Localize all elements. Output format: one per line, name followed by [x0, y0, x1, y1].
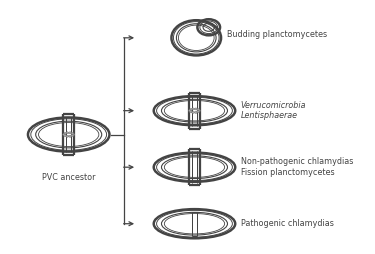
- Circle shape: [198, 110, 201, 112]
- Circle shape: [189, 110, 191, 112]
- Text: Pathogenic chlamydias: Pathogenic chlamydias: [240, 219, 333, 228]
- Circle shape: [197, 109, 200, 111]
- Circle shape: [195, 111, 197, 113]
- Text: Non-pathogenic chlamydias
Fission planctomycetes: Non-pathogenic chlamydias Fission planct…: [240, 157, 353, 177]
- Circle shape: [72, 134, 75, 136]
- Circle shape: [63, 135, 66, 137]
- Text: Verrucomicrobia
Lentisphaerae: Verrucomicrobia Lentisphaerae: [240, 101, 306, 120]
- Circle shape: [66, 132, 69, 134]
- Circle shape: [63, 133, 66, 134]
- Circle shape: [192, 108, 195, 110]
- Circle shape: [71, 133, 74, 134]
- Circle shape: [197, 111, 200, 113]
- Text: PVC ancestor: PVC ancestor: [42, 173, 96, 182]
- Circle shape: [66, 135, 69, 137]
- Circle shape: [71, 135, 74, 137]
- Circle shape: [63, 134, 66, 136]
- Circle shape: [195, 108, 197, 110]
- Circle shape: [69, 132, 72, 134]
- Circle shape: [189, 109, 192, 111]
- Circle shape: [192, 111, 195, 113]
- Circle shape: [189, 111, 192, 113]
- Text: Budding planctomycetes: Budding planctomycetes: [227, 29, 327, 39]
- Circle shape: [69, 135, 72, 137]
